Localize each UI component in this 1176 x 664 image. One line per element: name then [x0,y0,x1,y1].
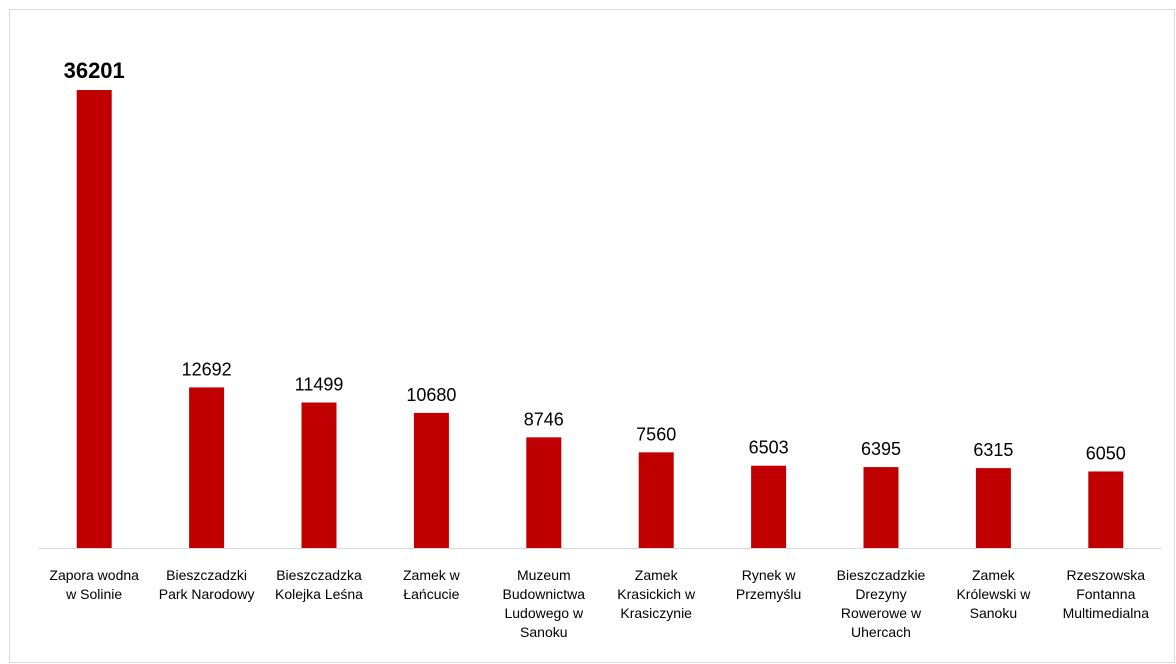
bar [526,437,562,548]
value-label: 6503 [749,438,789,458]
bar [189,387,225,548]
bar [751,465,787,548]
x-tick-label: Bieszczadzka Kolejka Leśna [275,567,363,602]
value-label: 12692 [182,359,232,379]
x-tick-label: Rynek w Przemyślu [735,567,802,602]
x-tick-label: Muzeum Budownictwa Ludowego w Sanoku [502,567,586,640]
bar [863,467,899,548]
value-label: 6050 [1086,443,1126,463]
x-tick-label: Bieszczadzkie Drezyny Rowerowe w Uhercac… [836,567,926,640]
chart-border [9,9,1175,663]
x-tick-label: Rzeszowska Fontanna Multimedialna [1062,567,1149,621]
value-label: 7560 [636,424,676,444]
value-label: 6395 [861,439,901,459]
value-label: 6315 [973,440,1013,460]
value-label: 36201 [64,58,125,83]
x-tick-label: Zamek Krasickich w Krasiczynie [617,567,696,621]
x-tick-label: Zamek w Łańcucie [402,567,460,602]
bar [413,412,449,548]
x-tick-label: Zamek Królewski w Sanoku [956,567,1031,621]
bar [975,468,1011,548]
bar [638,452,674,548]
x-tick-label: Bieszczadzki Park Narodowy [158,567,255,602]
x-tick-label: Zapora wodna w Solinie [49,567,139,602]
value-label: 11499 [295,375,344,395]
value-label: 8746 [524,409,564,429]
value-label: 10680 [406,385,456,405]
bar [76,90,112,548]
bar [301,402,337,548]
bar [1088,471,1124,548]
